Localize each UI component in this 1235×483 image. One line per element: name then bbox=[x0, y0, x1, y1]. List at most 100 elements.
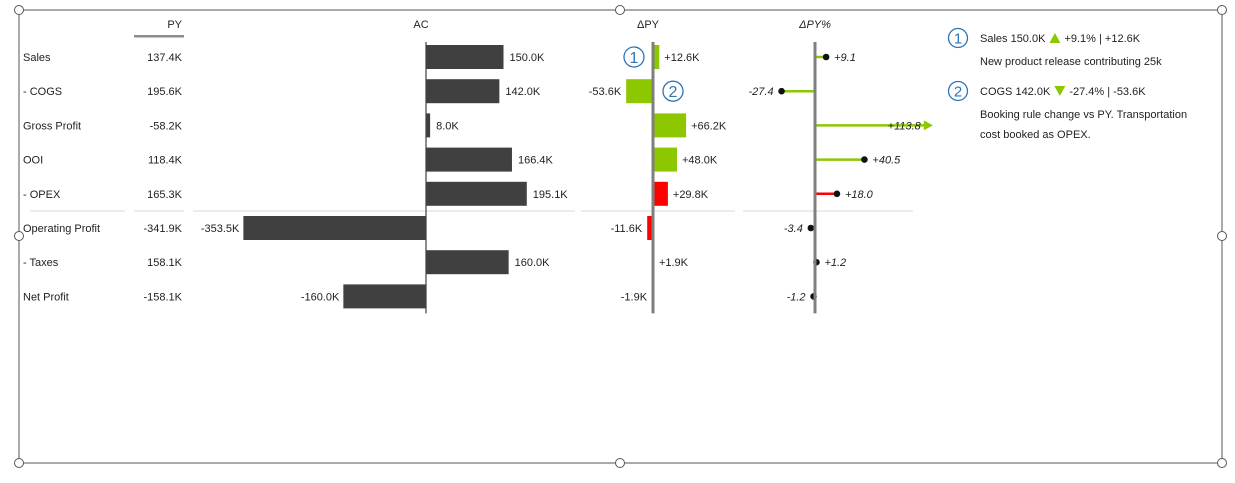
triangle-up-icon bbox=[1049, 33, 1061, 43]
note-badge-number: 2 bbox=[954, 84, 962, 101]
delta-py-pct-value-label: -27.4 bbox=[748, 86, 773, 98]
column-headers: PY AC ΔPY ΔPY% bbox=[134, 19, 831, 38]
note-badge-circle bbox=[947, 80, 969, 102]
note-text-line: cost booked as OPEX. bbox=[980, 129, 1091, 141]
note-badge-circle bbox=[947, 27, 969, 49]
note-title-prefix: Sales 150.0K bbox=[980, 33, 1046, 45]
resize-handle-bottom-right[interactable] bbox=[1217, 458, 1227, 468]
delta-py-pct-dot bbox=[807, 224, 815, 232]
row-label: Net Profit bbox=[23, 291, 69, 303]
ac-bar bbox=[243, 216, 426, 240]
py-value: 165.3K bbox=[147, 189, 183, 201]
delta-py-value-label: +48.0K bbox=[682, 155, 718, 167]
delta-py-pct-dot bbox=[861, 156, 868, 163]
delta-py-value-label: +29.8K bbox=[673, 189, 709, 201]
resize-handle-top-left[interactable] bbox=[14, 5, 24, 15]
py-value: -158.1K bbox=[143, 291, 182, 303]
delta-py-pct-value-label: -3.4 bbox=[784, 223, 803, 235]
py-value: 137.4K bbox=[147, 52, 183, 64]
annotation-badge-circle bbox=[623, 46, 645, 68]
row-label: - OPEX bbox=[23, 189, 61, 201]
delta-py-bar bbox=[626, 79, 653, 104]
annotation-badge-circle bbox=[662, 80, 684, 102]
py-value: 118.4K bbox=[148, 155, 183, 167]
row-label: Operating Profit bbox=[23, 223, 100, 235]
annotation-badge-number: 1 bbox=[630, 50, 639, 67]
annotation-notes: 1 Sales 150.0K +9.1% | +12.6K New product r… bbox=[947, 27, 1187, 141]
py-value: 158.1K bbox=[147, 257, 183, 269]
note-badge-number: 1 bbox=[954, 31, 962, 48]
py-value: -341.9K bbox=[143, 223, 182, 235]
ac-bar bbox=[426, 147, 512, 172]
row-labels: Sales 137.4K - COGS 195.6K Gross Profit -58.2… bbox=[23, 52, 183, 303]
ac-value-label: 166.4K bbox=[518, 155, 554, 167]
resize-handle-bottom[interactable] bbox=[615, 458, 625, 468]
delta-py-value-label: +66.2K bbox=[691, 120, 727, 132]
annotation-badges: 12 bbox=[623, 46, 684, 102]
ac-bar bbox=[426, 45, 504, 69]
ac-bars: 150.0K 142.0K 8.0K 166.4K 195.1K -353.5K 160.0… bbox=[201, 42, 569, 314]
py-value: 195.6K bbox=[147, 86, 183, 98]
delta-py-pct-value-label: +9.1 bbox=[834, 52, 856, 64]
ac-value-label: 8.0K bbox=[436, 120, 459, 132]
resize-handle-left[interactable] bbox=[14, 231, 24, 241]
delta-py-bar bbox=[653, 147, 677, 172]
ac-bar bbox=[426, 250, 509, 275]
header-dpy-pct: ΔPY% bbox=[798, 19, 831, 31]
delta-py-bar bbox=[653, 181, 668, 206]
ac-value-label: 195.1K bbox=[533, 189, 569, 201]
delta-py-pct-value-label: +18.0 bbox=[845, 189, 874, 201]
ac-value-label: 150.0K bbox=[509, 52, 545, 64]
frame-border bbox=[18, 9, 1223, 464]
py-value: -58.2K bbox=[150, 120, 183, 132]
selection-frame[interactable] bbox=[14, 5, 1227, 468]
delta-py-value-label: -1.9K bbox=[621, 291, 648, 303]
delta-py-bar bbox=[647, 216, 653, 240]
delta-py-pct-value-label: +1.2 bbox=[824, 257, 846, 269]
ac-value-label: 160.0K bbox=[515, 257, 551, 269]
delta-py-value-label: -11.6K bbox=[611, 223, 643, 235]
delta-py-pct-value-label: +113.8 bbox=[888, 120, 922, 132]
delta-py-pct-value-label: +40.5 bbox=[872, 155, 901, 167]
row-label: OOI bbox=[23, 155, 43, 167]
delta-py-pct-dot bbox=[822, 53, 830, 61]
delta-py-bar bbox=[653, 45, 660, 69]
ac-bar bbox=[343, 284, 426, 309]
delta-py-pct-pins: +9.1 -27.4 +113.8 +40.5 +18.0 -3.4 +1.2 -1.2 bbox=[748, 42, 933, 314]
annotation-badge-number: 2 bbox=[669, 84, 678, 101]
resize-handle-bottom-left[interactable] bbox=[14, 458, 24, 468]
ac-bar bbox=[426, 79, 500, 104]
row-label: - Taxes bbox=[23, 257, 59, 269]
triangle-down-icon bbox=[1054, 86, 1066, 96]
ac-value-label: -160.0K bbox=[301, 291, 340, 303]
row-label: - COGS bbox=[23, 86, 62, 98]
ac-value-label: -353.5K bbox=[201, 223, 240, 235]
resize-handle-top[interactable] bbox=[615, 5, 625, 15]
ac-bar bbox=[426, 181, 527, 206]
resize-handle-top-right[interactable] bbox=[1217, 5, 1227, 15]
delta-py-value-label: +12.6K bbox=[664, 52, 700, 64]
delta-py-value-label: -53.6K bbox=[589, 86, 622, 98]
resize-handle-right[interactable] bbox=[1217, 231, 1227, 241]
delta-py-pct-overflow-arrow bbox=[923, 120, 933, 131]
row-label: Sales bbox=[23, 52, 51, 64]
note-title-suffix: +9.1% | +12.6K bbox=[1064, 33, 1140, 45]
delta-py-pct-dot bbox=[833, 190, 841, 198]
note-text-line: New product release contributing 25k bbox=[980, 56, 1162, 68]
delta-py-bars: +12.6K -53.6K +66.2K +48.0K +29.8K -11.6K +1.9… bbox=[589, 42, 727, 314]
header-py: PY bbox=[167, 19, 182, 31]
ac-value-label: 142.0K bbox=[505, 86, 541, 98]
header-py-underline bbox=[134, 35, 184, 38]
note-title-suffix: -27.4% | -53.6K bbox=[1069, 86, 1146, 98]
ac-bar bbox=[426, 113, 431, 138]
header-ac: AC bbox=[413, 19, 428, 31]
header-dpy: ΔPY bbox=[637, 19, 660, 31]
delta-py-bar bbox=[653, 113, 687, 138]
delta-py-pct-value-label: -1.2 bbox=[787, 291, 806, 303]
delta-py-value-label: +1.9K bbox=[659, 257, 689, 269]
note-text-line: Booking rule change vs PY. Transportatio… bbox=[980, 109, 1187, 121]
row-label: Gross Profit bbox=[23, 120, 81, 132]
delta-py-pct-dot bbox=[778, 87, 785, 95]
note-title-prefix: COGS 142.0K bbox=[980, 86, 1051, 98]
